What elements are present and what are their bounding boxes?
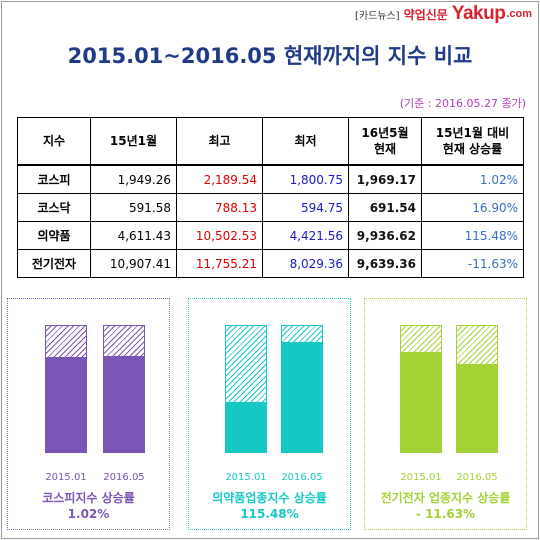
col-header-low: 최저 [262, 117, 349, 166]
page-title: 2015.01~2016.05 현재까지의 지수 비교 [67, 44, 473, 68]
chart-title: 전기전자 업종지수 상승률 [380, 491, 511, 505]
row-label: 전기전자 [17, 249, 91, 278]
cell-low: 8,029.36 [262, 249, 349, 278]
bar-2015-01 [225, 325, 267, 453]
bar-2015-01 [400, 325, 442, 453]
row-label: 코스닥 [17, 193, 91, 222]
cell-high: 11,755.21 [176, 249, 263, 278]
yakup-domain: .com [506, 8, 532, 20]
kospi-chart-panel: 2015.01 2016.05 코스피지수 상승률 1.02% [7, 298, 170, 530]
cell-change: 1.02% [421, 164, 524, 194]
chart-title: 코스피지수 상승률 [42, 491, 135, 505]
cell-current: 9,936.62 [348, 221, 422, 250]
col-header-high: 최고 [176, 117, 263, 166]
electronics-chart-panel: 2015.01 2016.05 전기전자 업종지수 상승률 - 11.63% [364, 298, 527, 530]
brand-header: [카드뉴스] 약업신문 Yakup .com [355, 3, 532, 24]
cell-current: 1,969.17 [348, 164, 422, 194]
x-tick-label: 2015.01 [400, 472, 442, 483]
cell-jan15: 4,611.43 [90, 221, 177, 250]
col-header-jan15: 15년1월 [90, 117, 177, 166]
cell-jan15: 591.58 [90, 193, 177, 222]
table-row: 전기전자 10,907.41 11,755.21 8,029.36 9,639.… [17, 249, 524, 278]
bar-2016-05 [103, 325, 145, 453]
bar-2015-01 [45, 325, 87, 453]
row-label: 의약품 [17, 221, 91, 250]
table-row: 코스닥 591.58 788.13 594.75 691.54 16.90% [17, 193, 524, 222]
x-tick-label: 2016.05 [281, 472, 323, 483]
x-tick-label: 2016.05 [456, 472, 498, 483]
col-header-current: 16년5월 현재 [348, 117, 422, 166]
cell-change: 16.90% [421, 193, 524, 222]
pharma-chart-panel: 2015.01 2016.05 의약품업종지수 상승률 115.48% [188, 298, 351, 530]
brand-name-kr: 약업신문 [403, 7, 448, 22]
table-row: 코스피 1,949.26 2,189.54 1,800.75 1,969.17 … [17, 164, 524, 194]
reference-date-note: (기준 : 2016.05.27 종가) [399, 97, 526, 110]
chart-change-value: - 11.63% [415, 507, 476, 521]
row-label: 코스피 [17, 164, 91, 194]
x-tick-label: 2015.01 [45, 472, 87, 483]
table-row: 의약품 4,611.43 10,502.53 4,421.56 9,936.62… [17, 221, 524, 250]
cell-jan15: 1,949.26 [90, 164, 177, 194]
cell-low: 4,421.56 [262, 221, 349, 250]
cell-high: 2,189.54 [176, 164, 263, 194]
chart-change-value: 115.48% [240, 507, 299, 521]
col-header-change: 15년1월 대비 현재 상승률 [421, 117, 524, 166]
card-news-tag: [카드뉴스] [355, 10, 400, 22]
cell-jan15: 10,907.41 [90, 249, 177, 278]
cell-current: 691.54 [348, 193, 422, 222]
chart-change-value: 1.02% [67, 507, 110, 521]
table-header-row: 지수 15년1월 최고 최저 16년5월 현재 15년1월 대비 현재 상승률 [17, 117, 524, 166]
x-tick-label: 2015.01 [225, 472, 267, 483]
bar-2016-05 [281, 325, 323, 453]
cell-low: 594.75 [262, 193, 349, 222]
cell-high: 788.13 [176, 193, 263, 222]
cell-high: 10,502.53 [176, 221, 263, 250]
bar-2016-05 [456, 325, 498, 453]
x-tick-label: 2016.05 [103, 472, 145, 483]
col-header-index: 지수 [17, 117, 91, 166]
cell-change: -11.63% [421, 249, 524, 278]
index-comparison-table: 지수 15년1월 최고 최저 16년5월 현재 15년1월 대비 현재 상승률 … [17, 117, 524, 278]
chart-title: 의약품업종지수 상승률 [212, 491, 327, 505]
yakup-logo: Yakup [451, 3, 506, 24]
cell-low: 1,800.75 [262, 164, 349, 194]
cell-current: 9,639.36 [348, 249, 422, 278]
cell-change: 115.48% [421, 221, 524, 250]
